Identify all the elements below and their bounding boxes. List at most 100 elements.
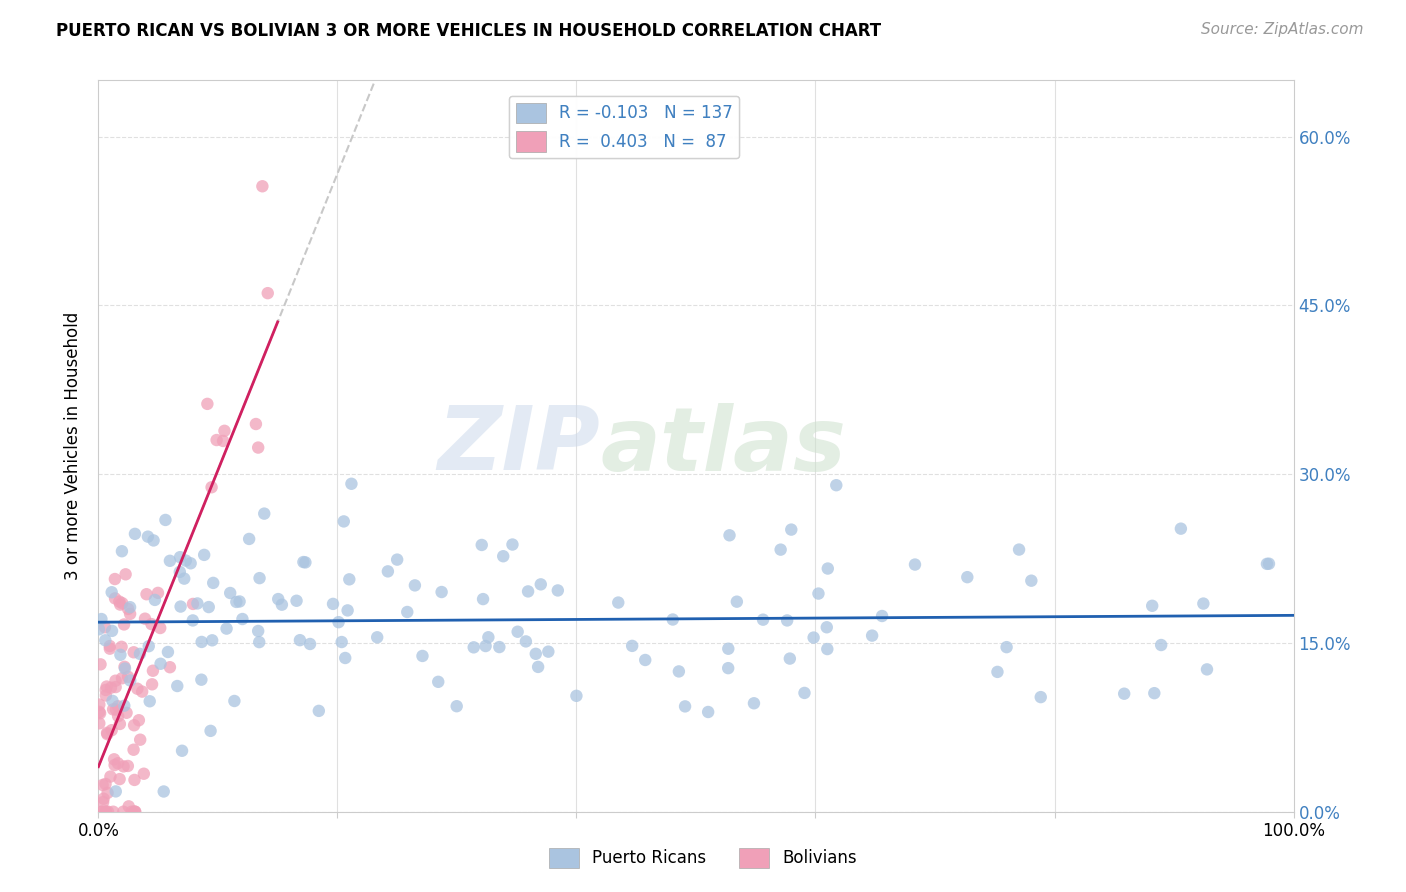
Point [169,565,191,579]
Point [803,631,825,645]
Point [108,598,131,612]
Point [1170,522,1192,536]
Point [91,805,114,819]
Point [87,622,110,636]
Point [117,670,139,684]
Point [815,620,838,634]
Point [100,770,122,784]
Point [697,705,720,719]
Point [122,743,145,757]
Point [472,592,495,607]
Y-axis label: 3 or more Vehicles in Household: 3 or more Vehicles in Household [65,312,83,580]
Point [333,515,356,529]
Point [89,698,111,712]
Point [190,635,212,649]
Legend: R = -0.103   N = 137, R =  0.403   N =  87: R = -0.103 N = 137, R = 0.403 N = 87 [509,96,740,158]
Point [634,653,657,667]
Point [127,681,149,696]
Point [121,805,143,819]
Point [607,596,630,610]
Point [173,572,195,586]
Point [330,635,353,649]
Point [110,648,132,662]
Point [94,620,117,634]
Point [134,612,156,626]
Point [815,642,838,657]
Point [120,607,142,621]
Point [488,640,510,654]
Point [718,528,741,542]
Point [104,680,127,694]
Point [114,661,136,675]
Point [89,706,111,721]
Point [115,706,138,720]
Point [94,682,117,697]
Point [170,744,193,758]
Point [904,558,927,572]
Point [224,694,246,708]
Point [524,647,547,661]
Point [117,759,139,773]
Point [1195,662,1218,676]
Point [870,609,893,624]
Point [107,756,129,771]
Point [174,553,197,567]
Point [247,635,270,649]
Point [956,570,979,584]
Point [129,647,152,661]
Point [1140,599,1163,613]
Point [537,645,560,659]
Point [181,597,204,611]
Point [776,614,799,628]
Point [124,526,146,541]
Point [141,677,163,691]
Point [124,805,146,819]
Point [166,679,188,693]
Point [132,766,155,780]
Point [195,397,218,411]
Point [190,673,212,687]
Point [103,805,125,819]
Point [128,713,150,727]
Point [506,624,529,639]
Point [717,641,740,656]
Point [202,575,225,590]
Point [149,657,172,671]
Point [111,671,134,685]
Point [124,805,146,819]
Point [108,772,131,786]
Point [1150,638,1173,652]
Point [94,633,117,648]
Point [146,586,169,600]
Point [780,523,803,537]
Point [101,624,124,638]
Point [463,640,485,655]
Point [807,586,830,600]
Point [725,595,748,609]
Point [1008,542,1031,557]
Point [96,726,118,740]
Point [752,613,775,627]
Point [793,686,815,700]
Point [430,585,453,599]
Point [131,684,153,698]
Point [986,665,1008,679]
Point [621,639,644,653]
Point [124,772,146,787]
Point [114,567,136,582]
Text: Source: ZipAtlas.com: Source: ZipAtlas.com [1201,22,1364,37]
Point [328,615,350,629]
Point [94,689,117,703]
Point [742,696,765,710]
Point [152,784,174,798]
Point [98,641,121,656]
Point [94,805,117,819]
Point [104,572,127,586]
Point [124,805,146,819]
Point [89,705,111,719]
Point [108,594,131,608]
Point [180,557,202,571]
Point [501,537,523,551]
Point [103,752,125,766]
Point [322,597,344,611]
